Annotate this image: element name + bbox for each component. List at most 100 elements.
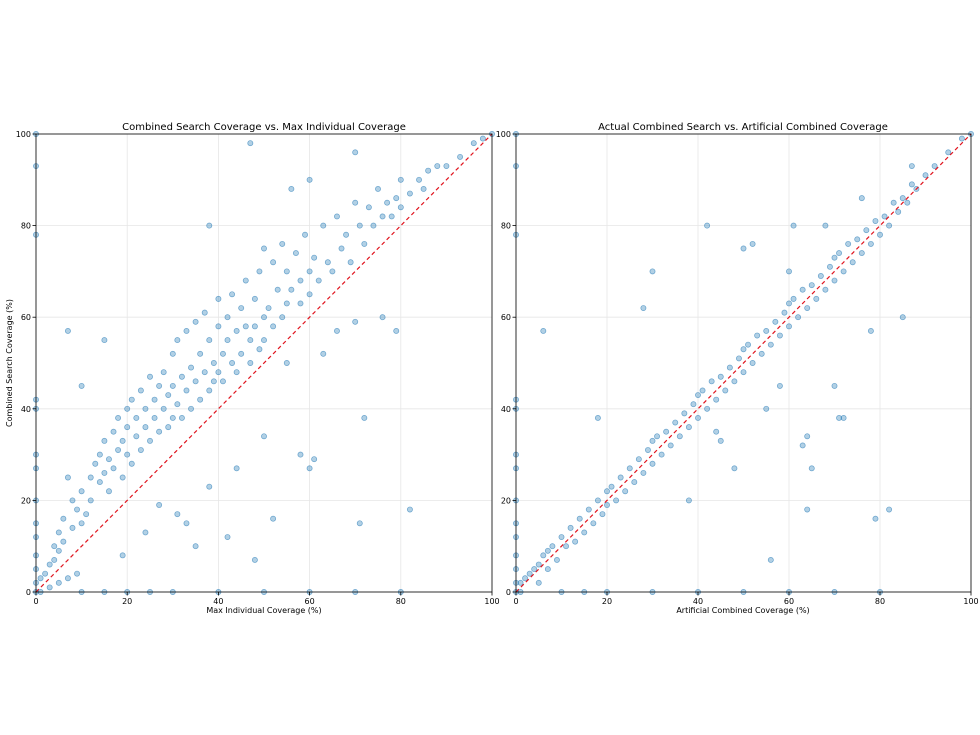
- data-point: [704, 405, 711, 412]
- x-tick-label: 20: [122, 597, 132, 606]
- data-point: [731, 378, 738, 385]
- data-point: [908, 181, 915, 188]
- data-point: [717, 373, 724, 380]
- data-point: [69, 524, 76, 531]
- data-point: [640, 469, 647, 476]
- data-point: [676, 433, 683, 440]
- data-point: [822, 222, 829, 229]
- data-point: [836, 250, 843, 257]
- data-point: [745, 341, 752, 348]
- data-point: [776, 332, 783, 339]
- data-point: [224, 337, 231, 344]
- data-point: [881, 213, 888, 220]
- data-point: [470, 140, 477, 147]
- data-point: [790, 295, 797, 302]
- data-point: [681, 410, 688, 417]
- data-point: [206, 387, 213, 394]
- data-point: [42, 570, 49, 577]
- data-point: [695, 392, 701, 399]
- data-point: [840, 415, 847, 421]
- data-point: [224, 314, 231, 321]
- data-point: [283, 360, 290, 366]
- data-point: [279, 314, 286, 321]
- data-point: [822, 286, 829, 293]
- data-point: [922, 172, 929, 179]
- data-point: [899, 314, 906, 321]
- data-point: [292, 250, 299, 257]
- data-point: [183, 387, 190, 394]
- data-point: [608, 483, 615, 490]
- data-point: [334, 213, 340, 220]
- data-point: [206, 222, 213, 229]
- data-point: [274, 286, 281, 293]
- data-point: [958, 135, 965, 142]
- y-tick-label: 60: [21, 313, 31, 322]
- data-point: [69, 497, 76, 504]
- data-point: [165, 424, 172, 431]
- data-point: [306, 268, 313, 275]
- data-point: [220, 378, 226, 385]
- data-point: [740, 346, 747, 353]
- chart-title: Actual Combined Search vs. Artificial Co…: [598, 122, 888, 133]
- data-point: [78, 488, 85, 495]
- data-point: [908, 163, 915, 170]
- data-point: [781, 309, 788, 316]
- data-point: [858, 250, 865, 257]
- data-point: [749, 360, 756, 366]
- reference-line: [515, 133, 972, 593]
- data-point: [106, 488, 112, 495]
- data-point: [388, 213, 395, 220]
- data-point: [297, 451, 304, 458]
- data-point: [406, 190, 413, 197]
- data-point: [356, 520, 363, 527]
- x-tick-label: 0: [513, 597, 518, 606]
- x-tick-label: 100: [963, 597, 978, 606]
- data-point: [106, 456, 112, 463]
- data-point: [772, 318, 779, 325]
- data-point: [567, 524, 574, 531]
- data-point: [201, 309, 208, 316]
- data-point: [188, 405, 194, 412]
- data-point: [420, 186, 427, 192]
- data-point: [867, 327, 874, 334]
- data-point: [78, 520, 85, 527]
- data-point: [224, 534, 231, 540]
- data-point: [649, 437, 656, 444]
- data-point: [238, 350, 245, 357]
- data-point: [790, 222, 797, 229]
- y-tick-label: 40: [501, 405, 511, 414]
- data-point: [197, 350, 204, 357]
- data-point: [302, 231, 308, 238]
- data-point: [704, 222, 711, 229]
- data-point: [581, 529, 588, 536]
- data-point: [886, 506, 893, 513]
- data-point: [425, 167, 432, 174]
- data-point: [604, 502, 610, 508]
- data-point: [151, 396, 158, 403]
- data-point: [576, 515, 583, 522]
- data-point: [604, 488, 610, 495]
- data-point: [872, 218, 879, 224]
- data-point: [315, 277, 322, 284]
- data-point: [845, 240, 852, 247]
- data-point: [858, 195, 865, 202]
- data-point: [137, 387, 144, 394]
- data-point: [174, 511, 181, 518]
- data-point: [201, 369, 208, 376]
- x-axis-label: Artificial Combined Coverage (%): [676, 606, 809, 615]
- data-point: [306, 176, 313, 183]
- data-point: [74, 506, 80, 513]
- plot-frame: [35, 133, 493, 593]
- data-point: [311, 456, 318, 463]
- data-point: [695, 415, 701, 421]
- data-point: [160, 369, 167, 376]
- data-point: [124, 405, 131, 412]
- data-point: [210, 360, 217, 366]
- data-point: [945, 149, 952, 156]
- data-point: [767, 341, 774, 348]
- data-point: [247, 337, 254, 344]
- data-point: [238, 305, 245, 311]
- data-point: [247, 140, 254, 147]
- data-point: [229, 360, 236, 366]
